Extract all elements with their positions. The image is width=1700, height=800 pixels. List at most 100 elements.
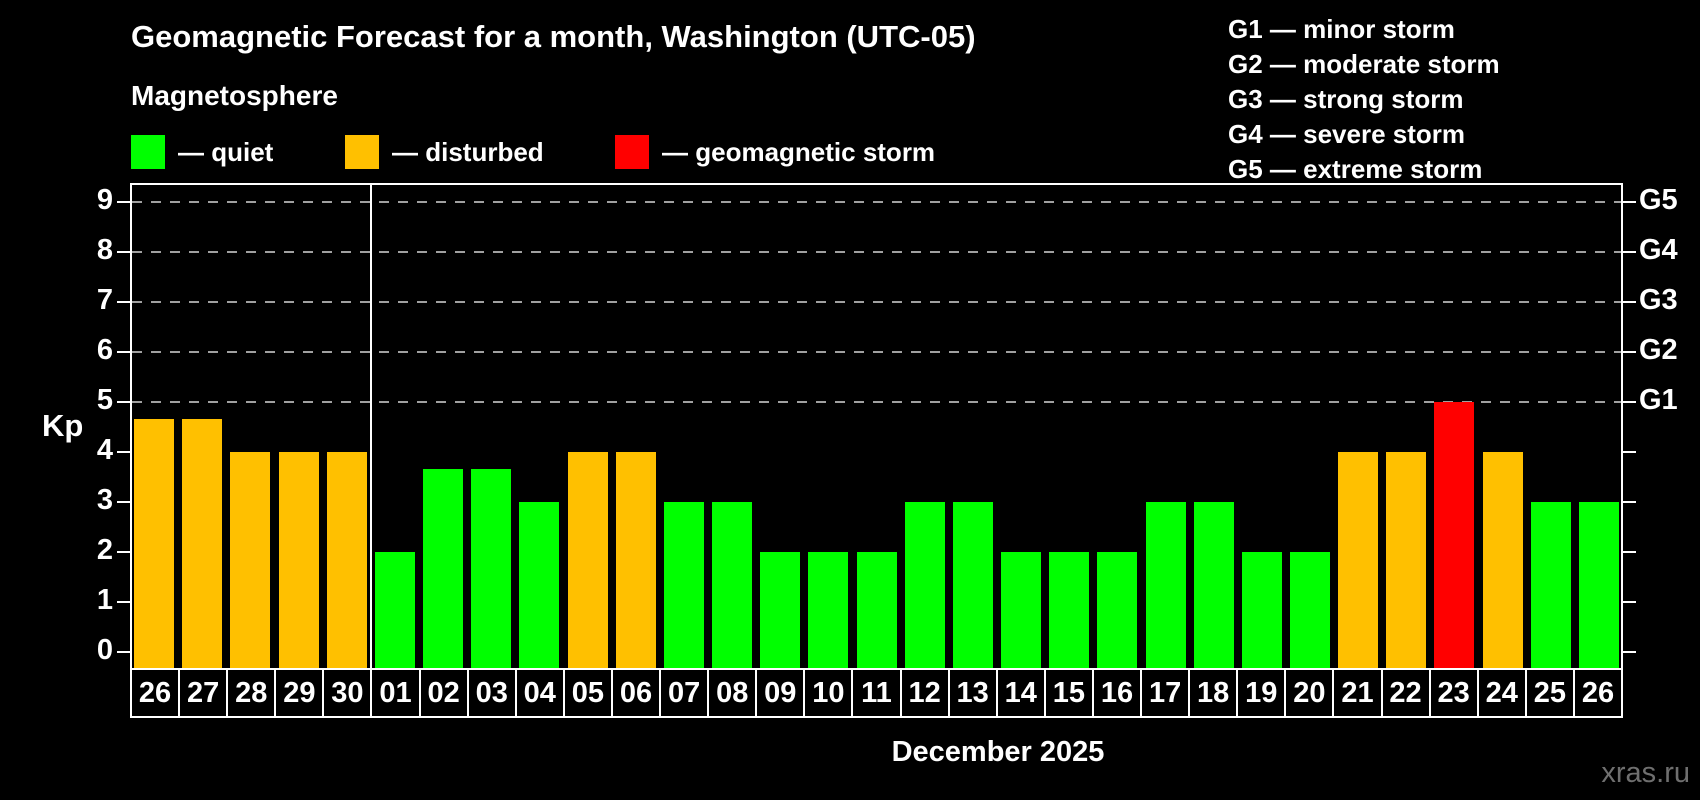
- kp-bar-day-16[interactable]: [1097, 552, 1138, 668]
- day-label: 02: [420, 670, 467, 716]
- left-axis-tick: [117, 601, 130, 603]
- day-label: 08: [709, 670, 756, 716]
- kp-axis-title: Kp: [42, 408, 84, 443]
- day-label: 10: [805, 670, 852, 716]
- kp-bar-day-24[interactable]: [1482, 452, 1523, 668]
- kp-bar-day-08[interactable]: [712, 502, 752, 668]
- kp-bar-day-20[interactable]: [1290, 552, 1330, 668]
- chart-subtitle: Magnetosphere: [131, 80, 338, 111]
- kp-bar-day-10[interactable]: [808, 552, 849, 668]
- kp-bar-day-14[interactable]: [1001, 552, 1041, 668]
- y-axis-tick-label: 8: [96, 234, 113, 266]
- kp-bar-day-22[interactable]: [1386, 452, 1427, 668]
- day-axis: 26 27 28 29 30 01 02 03 04 05 06 07 08 09 10 11 12 13 14 15…: [130, 668, 1623, 718]
- kp-bar-day-19[interactable]: [1241, 552, 1282, 668]
- kp-bar-day-09[interactable]: [760, 552, 801, 668]
- kp-bar-day-07[interactable]: [663, 502, 704, 668]
- kp-bar-day-04[interactable]: [519, 502, 560, 668]
- kp-bar-day-30[interactable]: [326, 452, 367, 668]
- day-label: 27: [180, 670, 227, 716]
- right-axis-tick: [1623, 501, 1636, 503]
- left-axis-tick: [117, 401, 130, 403]
- left-axis-tick: [117, 551, 130, 553]
- day-label: 20: [1286, 670, 1333, 716]
- kp-bar-day-29[interactable]: [278, 452, 319, 668]
- month-label: December 2025: [891, 736, 1105, 768]
- kp-bar-day-13[interactable]: [952, 502, 993, 668]
- storm-scale-legend: G1 — minor storm G2 — moderate storm G3 — …: [1228, 12, 1500, 187]
- kp-bar-day-21[interactable]: [1338, 452, 1379, 668]
- y-axis-tick-label: 3: [96, 484, 113, 516]
- legend-label-quiet: — quiet: [178, 136, 274, 167]
- right-axis-tick: [1623, 351, 1636, 353]
- right-axis-tick: [1623, 401, 1636, 403]
- legend-swatch-disturbed: [345, 135, 379, 169]
- month-separator-line: [369, 183, 372, 668]
- storm-scale-item: G5 — extreme storm: [1228, 154, 1483, 184]
- legend-item-quiet: — quiet: [131, 134, 273, 170]
- legend-item-disturbed: — disturbed: [345, 134, 544, 170]
- left-axis-tick: [117, 301, 130, 303]
- day-label: 26: [1574, 670, 1621, 716]
- kp-bar-day-02[interactable]: [423, 468, 463, 668]
- right-axis-tick-label: G4: [1639, 234, 1678, 266]
- right-axis-tick-label: G2: [1639, 334, 1678, 366]
- y-axis-tick-label: 4: [96, 434, 113, 466]
- day-label: 23: [1430, 670, 1477, 716]
- kp-bar-day-01[interactable]: [374, 552, 415, 668]
- left-axis-tick: [117, 651, 130, 653]
- kp-bar-day-28[interactable]: [230, 452, 271, 668]
- kp-bar-day-06[interactable]: [615, 452, 656, 668]
- kp-bar-day-26[interactable]: [1578, 502, 1619, 668]
- kp-bar-day-03[interactable]: [471, 468, 512, 668]
- day-label: 16: [1093, 670, 1141, 716]
- watermark-link[interactable]: xras.ru: [1601, 757, 1690, 789]
- right-axis-tick: [1623, 551, 1636, 553]
- legend-item-storm: — geomagnetic storm: [615, 134, 935, 170]
- kp-bar-day-05[interactable]: [567, 452, 608, 668]
- gridline-kp8: [132, 251, 1621, 253]
- right-axis-tick: [1623, 301, 1636, 303]
- kp-bar-day-11[interactable]: [856, 552, 897, 668]
- day-label: 19: [1238, 670, 1285, 716]
- kp-bar-day-12[interactable]: [904, 502, 945, 668]
- day-label: 25: [1526, 670, 1573, 716]
- right-axis-tick-label: G5: [1639, 184, 1678, 216]
- y-axis-tick-label: 5: [96, 384, 113, 416]
- kp-bar-day-26[interactable]: [134, 418, 175, 668]
- day-label: 05: [564, 670, 611, 716]
- right-axis-tick: [1623, 201, 1636, 203]
- gridline-kp7: [132, 301, 1621, 303]
- day-label: 04: [516, 670, 563, 716]
- kp-bar-day-27[interactable]: [182, 418, 223, 668]
- legend-swatch-quiet: [131, 135, 165, 169]
- day-label: 07: [661, 670, 708, 716]
- left-axis-tick: [117, 501, 130, 503]
- day-label: 06: [612, 670, 660, 716]
- plot-area: [130, 183, 1623, 668]
- day-label: 22: [1382, 670, 1429, 716]
- day-label: 18: [1190, 670, 1237, 716]
- left-axis-tick: [117, 351, 130, 353]
- y-axis-tick-label: 2: [96, 534, 113, 566]
- storm-scale-item: G4 — severe storm: [1228, 119, 1466, 149]
- storm-scale-item: G2 — moderate storm: [1228, 49, 1500, 79]
- right-axis-tick: [1623, 601, 1636, 603]
- kp-bar-day-15[interactable]: [1049, 552, 1090, 668]
- y-axis-tick-label: 0: [96, 634, 113, 666]
- right-axis-tick: [1623, 251, 1636, 253]
- kp-bar-day-23[interactable]: [1434, 402, 1475, 668]
- day-label: 11: [853, 670, 900, 716]
- y-axis-tick-label: 1: [96, 584, 113, 616]
- y-axis-tick-label: 9: [96, 184, 113, 216]
- day-label: 17: [1142, 670, 1189, 716]
- kp-bar-day-17[interactable]: [1145, 502, 1186, 668]
- kp-bar-day-18[interactable]: [1193, 502, 1234, 668]
- y-axis-tick-label: 7: [96, 284, 113, 316]
- kp-bar-day-25[interactable]: [1530, 502, 1571, 668]
- right-axis-tick-label: G1: [1639, 384, 1678, 416]
- y-axis-tick-label: 6: [96, 334, 113, 366]
- left-axis-tick: [117, 201, 130, 203]
- legend-label-disturbed: — disturbed: [392, 136, 544, 167]
- legend-label-storm: — geomagnetic storm: [662, 136, 936, 167]
